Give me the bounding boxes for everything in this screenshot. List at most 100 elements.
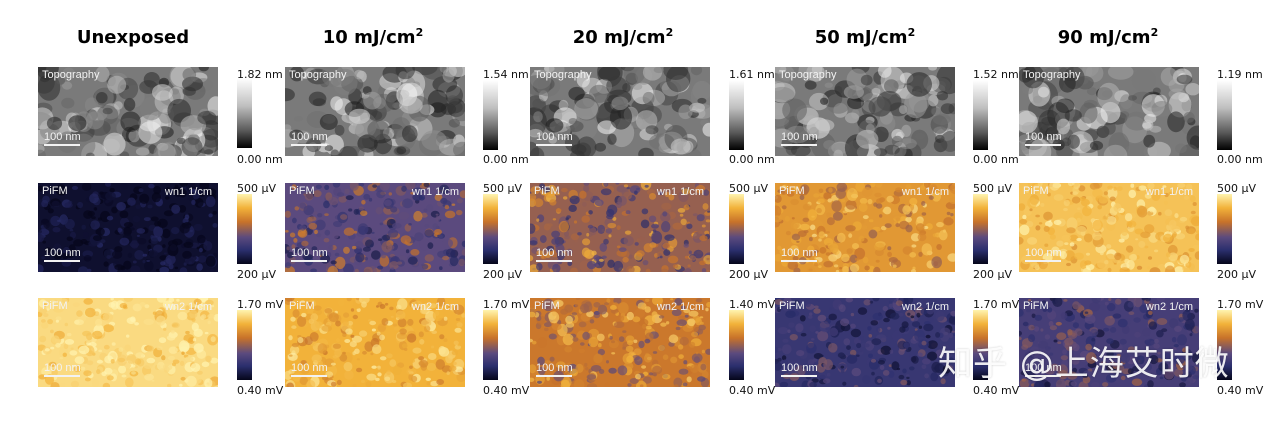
texture-grain [80, 366, 86, 371]
texture-grain [1076, 225, 1087, 236]
texture-grain [868, 229, 878, 239]
texture-grain [188, 261, 193, 265]
texture-grain [585, 367, 589, 371]
texture-grain [197, 255, 207, 263]
texture-grain [205, 196, 216, 208]
texture-grain [371, 328, 376, 332]
topography-texture [285, 67, 465, 156]
texture-grain [931, 107, 941, 116]
texture-grain [951, 330, 955, 333]
texture-grain [1033, 326, 1040, 332]
texture-grain [1148, 321, 1158, 330]
texture-grain [1156, 298, 1165, 302]
texture-grain [1086, 252, 1090, 256]
texture-grain [408, 223, 412, 226]
texture-grain [377, 365, 381, 370]
texture-grain [399, 96, 423, 114]
texture-grain [870, 183, 876, 188]
texture-grain [289, 345, 300, 355]
texture-grain [1143, 134, 1156, 148]
texture-grain [127, 252, 133, 258]
texture-grain [537, 366, 546, 376]
texture-grain [641, 208, 649, 215]
texture-grain [381, 241, 393, 253]
texture-grain [863, 299, 871, 306]
texture-grain [903, 342, 910, 349]
texture-grain [118, 347, 124, 352]
texture-grain [294, 206, 300, 211]
texture-grain [786, 191, 795, 197]
texture-grain [877, 378, 882, 383]
topography-label: Topography [289, 69, 347, 81]
texture-grain [299, 225, 307, 231]
texture-grain [434, 229, 442, 235]
texture-grain [334, 256, 346, 270]
texture-grain [302, 253, 313, 261]
texture-grain [88, 240, 98, 247]
texture-grain [208, 213, 213, 218]
texture-grain [355, 252, 365, 263]
topography-label: Topography [1023, 69, 1081, 81]
texture-grain [70, 347, 74, 350]
texture-grain [158, 337, 167, 344]
texture-grain [671, 309, 682, 317]
texture-grain [633, 339, 638, 344]
texture-grain [390, 219, 396, 225]
texture-grain [861, 225, 868, 230]
texture-grain [1159, 376, 1164, 380]
texture-grain [390, 206, 398, 213]
texture-grain [148, 183, 155, 189]
texture-grain [84, 307, 96, 318]
texture-grain [1023, 300, 1030, 306]
texture-grain [321, 325, 333, 332]
texture-grain [41, 322, 49, 329]
texture-grain [799, 315, 806, 322]
texture-grain [785, 230, 791, 236]
texture-grain [539, 235, 547, 244]
texture-grain [41, 256, 45, 260]
texture-grain [196, 263, 203, 271]
texture-grain [407, 318, 414, 326]
texture-grain [1105, 253, 1115, 261]
texture-grain [1182, 310, 1192, 321]
texture-grain [836, 183, 848, 192]
column-title-20mj: 20 mJ/cm2 [572, 26, 674, 48]
texture-grain [606, 298, 611, 303]
texture-grain [197, 370, 203, 375]
texture-grain [845, 199, 857, 210]
texture-grain [1111, 362, 1119, 367]
texture-grain [921, 243, 932, 256]
texture-grain [356, 358, 360, 361]
texture-grain [906, 374, 910, 377]
texture-grain [315, 321, 323, 329]
texture-grain [348, 108, 371, 124]
texture-grain [406, 333, 417, 343]
texture-grain [47, 319, 53, 325]
texture-grain [438, 345, 446, 355]
texture-grain [1182, 348, 1186, 353]
texture-grain [1067, 183, 1074, 187]
texture-grain [364, 341, 374, 352]
texture-grain [677, 208, 686, 213]
texture-grain [76, 310, 83, 317]
texture-grain [920, 308, 928, 315]
texture-grain [81, 224, 86, 230]
texture-grain [309, 332, 319, 342]
texture-grain [131, 243, 139, 249]
texture-grain [872, 98, 891, 117]
texture-grain [1130, 183, 1135, 188]
texture-grain [88, 382, 93, 386]
texture-grain [651, 223, 659, 229]
texture-grain [702, 189, 710, 196]
texture-grain [1171, 349, 1177, 354]
texture-grain [924, 373, 929, 379]
texture-grain [1186, 125, 1199, 150]
texture-grain [673, 384, 679, 387]
texture-grain [171, 204, 181, 214]
texture-grain [330, 362, 336, 366]
texture-grain [299, 202, 306, 209]
texture-grain [1019, 110, 1038, 134]
texture-grain [1058, 369, 1068, 380]
texture-grain [846, 345, 851, 350]
texture-grain [1055, 379, 1067, 387]
